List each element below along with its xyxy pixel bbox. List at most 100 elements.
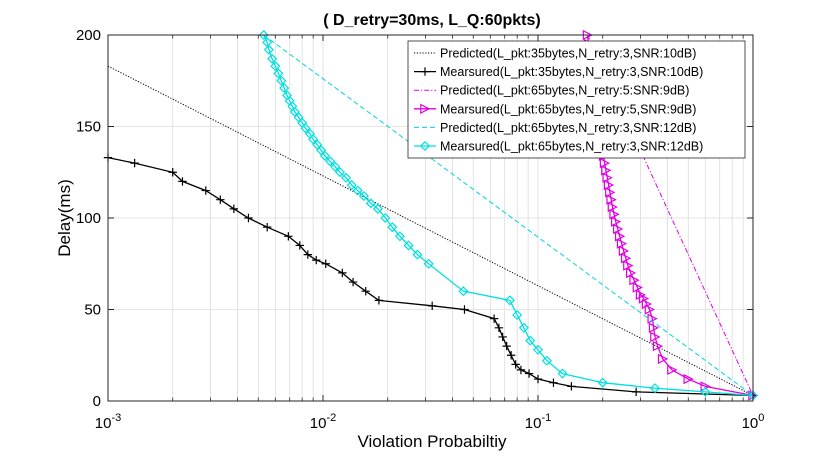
data-point bbox=[295, 241, 304, 250]
data-point bbox=[616, 238, 628, 249]
data-point bbox=[276, 75, 287, 86]
legend-box bbox=[407, 40, 746, 159]
data-point bbox=[609, 209, 620, 220]
legend-label: Predicted(L_pkt:65bytes,N_retry:5:SNR:9d… bbox=[440, 84, 689, 98]
data-point bbox=[284, 232, 293, 241]
data-point bbox=[623, 260, 634, 271]
series-2 bbox=[103, 153, 758, 400]
legend-label: Predicted(L_pkt:35bytes,N_retry:3,SNR:10… bbox=[440, 47, 696, 61]
data-point bbox=[412, 249, 423, 260]
y-axis-label: Delay(ms) bbox=[55, 179, 74, 256]
y-tick-label: 100 bbox=[76, 210, 101, 227]
data-point bbox=[427, 301, 437, 311]
data-point bbox=[603, 179, 615, 191]
x-tick-label: 100 bbox=[742, 412, 765, 432]
data-point bbox=[229, 204, 239, 214]
data-point bbox=[365, 198, 376, 209]
data-point bbox=[612, 223, 624, 235]
legend-label: Mearsured(L_pkt:65bytes,N_retry:3,SNR:12… bbox=[440, 140, 703, 154]
data-point bbox=[625, 267, 637, 279]
data-point bbox=[273, 68, 284, 79]
data-point bbox=[419, 140, 431, 152]
data-point bbox=[620, 253, 632, 264]
data-point bbox=[244, 213, 253, 223]
legend: Predicted(L_pkt:35bytes,N_retry:3,SNR:10… bbox=[407, 40, 746, 159]
data-point bbox=[346, 180, 357, 191]
data-point bbox=[403, 240, 414, 251]
axis-ticks: 10-3 10-2 10-1 100 0 50 100 150 200 bbox=[76, 27, 764, 432]
data-point bbox=[631, 387, 641, 397]
series-line bbox=[107, 65, 754, 396]
y-tick-label: 150 bbox=[76, 119, 101, 136]
data-point bbox=[557, 368, 568, 379]
data-point bbox=[380, 212, 391, 224]
series-5 bbox=[263, 34, 754, 396]
data-point bbox=[168, 168, 177, 177]
data-point bbox=[498, 332, 507, 342]
data-point bbox=[460, 305, 469, 314]
data-point bbox=[629, 275, 640, 286]
y-tick-label: 0 bbox=[93, 393, 101, 410]
data-point bbox=[358, 190, 369, 202]
data-point bbox=[602, 172, 613, 183]
data-point bbox=[374, 296, 384, 305]
data-point bbox=[216, 195, 225, 204]
data-point bbox=[549, 378, 558, 387]
data-point bbox=[319, 150, 330, 161]
data-point bbox=[512, 309, 523, 321]
data-point bbox=[683, 373, 694, 385]
data-point bbox=[394, 231, 406, 242]
series-1 bbox=[107, 65, 754, 396]
data-point bbox=[420, 67, 430, 76]
data-point bbox=[606, 194, 617, 205]
data-point bbox=[610, 216, 622, 227]
data-point bbox=[700, 386, 711, 397]
series-line bbox=[263, 34, 754, 397]
chart-title: ( D_retry=30ms, L_Q:60pkts) bbox=[323, 12, 540, 29]
data-point bbox=[605, 187, 616, 198]
data-point bbox=[607, 201, 619, 213]
data-point bbox=[312, 255, 321, 265]
data-point bbox=[618, 245, 630, 257]
data-point bbox=[330, 161, 341, 172]
data-point bbox=[667, 364, 678, 376]
data-point bbox=[341, 172, 352, 183]
x-axis-label: Violation Probabiltiy bbox=[358, 432, 507, 451]
data-point bbox=[372, 203, 383, 214]
data-point bbox=[423, 258, 434, 269]
data-point bbox=[300, 123, 311, 134]
data-point bbox=[325, 156, 336, 167]
data-point bbox=[267, 53, 278, 64]
data-point bbox=[352, 185, 363, 196]
y-tick-label: 200 bbox=[76, 27, 101, 44]
data-point bbox=[525, 335, 536, 346]
data-point bbox=[201, 186, 210, 195]
x-tick-label: 10-2 bbox=[310, 412, 336, 432]
data-point bbox=[338, 268, 347, 278]
x-tick-label: 10-1 bbox=[525, 412, 551, 432]
data-point bbox=[597, 377, 608, 388]
legend-label: Predicted(L_pkt:65bytes,N_retry:3,SNR:12… bbox=[440, 121, 696, 135]
data-point bbox=[262, 222, 272, 232]
data-point bbox=[420, 103, 431, 114]
data-point bbox=[541, 355, 552, 366]
data-point bbox=[303, 250, 313, 259]
data-point bbox=[494, 323, 504, 332]
data-point bbox=[178, 177, 187, 186]
y-tick-label: 50 bbox=[84, 302, 101, 319]
legend-label: Mearsured(L_pkt:35bytes,N_retry:3,SNR:10… bbox=[440, 65, 703, 79]
data-point bbox=[312, 139, 323, 150]
data-point bbox=[649, 383, 661, 394]
data-point bbox=[650, 331, 661, 343]
data-point bbox=[279, 83, 290, 94]
data-point bbox=[263, 44, 274, 55]
series-line bbox=[263, 34, 754, 396]
series-6 bbox=[258, 29, 759, 401]
data-point bbox=[308, 134, 319, 145]
data-point bbox=[504, 295, 515, 306]
data-point bbox=[511, 360, 520, 369]
data-point bbox=[644, 304, 656, 315]
data-point bbox=[601, 165, 612, 176]
data-point bbox=[258, 29, 269, 41]
